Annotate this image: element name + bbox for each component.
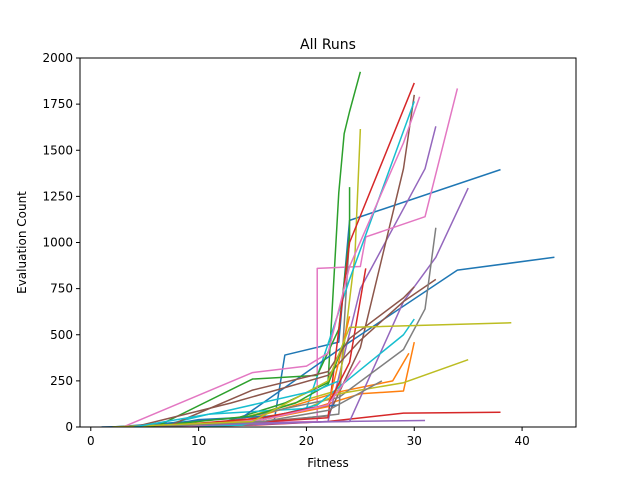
series-line-29 — [112, 322, 512, 427]
series-line-17 — [122, 96, 421, 427]
series-line-1 — [101, 168, 501, 427]
y-tick-label: 0 — [65, 420, 73, 434]
y-axis: 0 250 500 750 1000 1250 1500 1750 2000 — [42, 51, 80, 434]
series-line-10 — [155, 101, 415, 427]
x-axis: 0 10 20 30 40 — [87, 427, 530, 448]
x-tick-label: 20 — [299, 434, 314, 448]
series-line-30 — [133, 380, 340, 427]
x-tick-label: 40 — [514, 434, 529, 448]
y-tick-label: 500 — [50, 328, 73, 342]
x-axis-label: Fitness — [307, 456, 349, 470]
series-line-25 — [166, 419, 426, 427]
series-line-28 — [155, 380, 383, 427]
series-line-23 — [144, 341, 345, 427]
y-tick-label: 1750 — [42, 97, 73, 111]
y-tick-label: 750 — [50, 282, 73, 296]
y-tick-label: 1250 — [42, 189, 73, 203]
chart-title: All Runs — [300, 37, 356, 53]
y-tick-label: 2000 — [42, 51, 73, 65]
x-tick-label: 0 — [87, 434, 95, 448]
plot-area — [101, 71, 555, 427]
series-line-15 — [123, 187, 469, 427]
series-line-14 — [133, 82, 415, 427]
y-tick-label: 1500 — [42, 143, 73, 157]
y-tick-label: 250 — [50, 374, 73, 388]
x-tick-label: 30 — [407, 434, 422, 448]
x-tick-label: 10 — [191, 434, 206, 448]
series-line-3 — [112, 71, 362, 427]
series-line-13 — [155, 187, 351, 427]
y-tick-label: 1000 — [42, 236, 73, 250]
y-axis-label: Evaluation Count — [15, 191, 29, 294]
